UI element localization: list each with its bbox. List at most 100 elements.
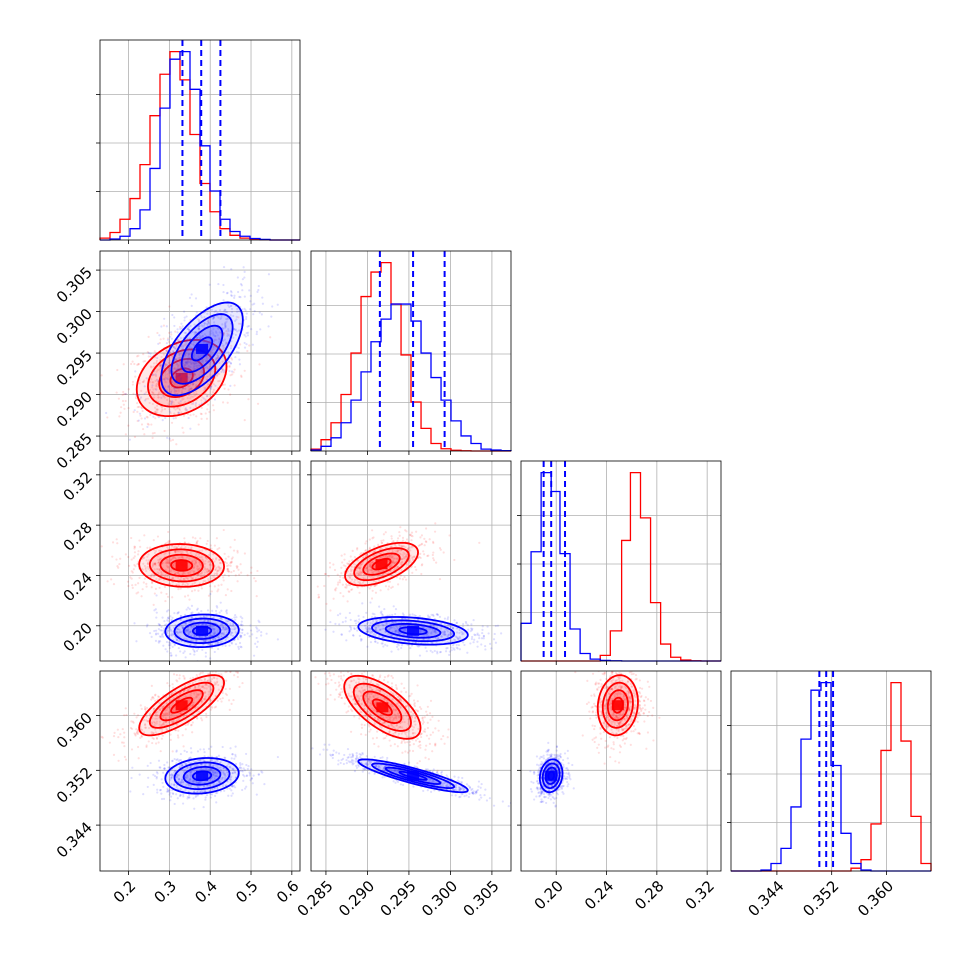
sample-point — [194, 679, 197, 683]
sample-point — [152, 381, 155, 384]
sample-point — [385, 623, 389, 626]
sample-point — [394, 549, 397, 552]
sample-point — [225, 320, 228, 323]
sample-point — [182, 578, 185, 581]
sample-point — [324, 572, 328, 576]
sample-point — [218, 561, 222, 565]
sample-point — [445, 628, 448, 631]
sample-point — [152, 388, 155, 391]
sample-point — [222, 290, 225, 294]
sample-point — [216, 374, 219, 377]
sample-point — [409, 621, 412, 624]
sample-point — [251, 303, 254, 306]
sample-point — [212, 632, 215, 636]
sample-point — [179, 650, 182, 653]
sample-point — [166, 706, 169, 709]
sample-point — [257, 629, 261, 632]
sample-point — [341, 621, 344, 624]
sample-point — [190, 616, 193, 619]
sample-point — [430, 630, 433, 633]
sample-point — [198, 556, 201, 559]
sample-point — [347, 583, 350, 587]
sample-point — [189, 652, 192, 656]
sample-point — [138, 412, 142, 415]
sample-point — [404, 555, 407, 558]
sample-point — [452, 627, 455, 630]
sample-point — [165, 381, 168, 384]
sample-point — [250, 328, 253, 331]
sample-point — [207, 690, 210, 693]
sample-point — [191, 616, 194, 620]
sample-point — [410, 546, 414, 549]
sample-point — [243, 270, 246, 273]
sample-point — [218, 611, 221, 614]
sample-point — [200, 571, 204, 574]
sample-point — [139, 704, 142, 707]
sample-point — [127, 388, 130, 391]
sample-point — [152, 365, 155, 368]
sample-point — [227, 388, 230, 391]
sample-point — [360, 571, 363, 574]
sample-point — [205, 715, 208, 719]
sample-point — [178, 356, 182, 359]
sample-point — [163, 429, 166, 433]
sample-point — [197, 589, 200, 592]
sample-point — [156, 352, 159, 356]
sample-point — [366, 565, 369, 568]
sample-point — [194, 402, 198, 405]
sample-point — [208, 570, 211, 573]
sample-point — [178, 373, 182, 376]
sample-point — [388, 554, 392, 557]
sample-point — [381, 624, 385, 627]
sample-point — [187, 327, 190, 331]
sample-point — [142, 360, 145, 363]
sample-point — [204, 695, 207, 698]
sample-point — [237, 568, 240, 571]
sample-point — [171, 556, 175, 560]
sample-point — [194, 373, 197, 376]
sample-point — [214, 334, 217, 338]
sample-point — [193, 362, 196, 366]
sample-point — [222, 628, 225, 631]
sample-point — [212, 347, 216, 350]
sample-point — [198, 549, 201, 552]
sample-point — [158, 586, 161, 589]
sample-point — [377, 625, 380, 628]
sample-point — [458, 637, 462, 640]
sample-point — [148, 401, 151, 405]
sample-point — [410, 534, 413, 537]
sample-point — [173, 316, 176, 319]
sample-point — [194, 330, 197, 334]
sample-point — [171, 616, 174, 619]
sample-point — [207, 375, 210, 378]
sample-point — [189, 359, 193, 362]
sample-point — [177, 712, 180, 715]
sample-point — [204, 635, 207, 638]
sample-point — [375, 554, 378, 557]
sample-point — [233, 628, 236, 631]
sample-point — [217, 327, 220, 330]
sample-point — [213, 629, 216, 632]
sample-point — [271, 305, 274, 308]
sample-point — [100, 374, 103, 377]
sample-point — [166, 364, 169, 367]
sample-point — [334, 622, 337, 626]
sample-point — [198, 673, 201, 676]
sample-point — [147, 559, 151, 562]
sample-point — [176, 549, 179, 553]
sample-point — [172, 719, 175, 722]
sample-point — [173, 644, 176, 647]
sample-point — [223, 387, 226, 390]
sample-point — [350, 578, 354, 581]
sample-point — [203, 322, 207, 325]
sample-point — [276, 638, 279, 641]
sample-point — [198, 327, 201, 331]
sample-point — [165, 610, 169, 613]
sample-point — [197, 339, 200, 342]
sample-point — [164, 712, 167, 715]
sample-point — [437, 637, 440, 640]
sample-point — [194, 537, 197, 540]
sample-point — [187, 338, 190, 341]
sample-point — [420, 564, 423, 567]
sample-point — [200, 610, 203, 613]
